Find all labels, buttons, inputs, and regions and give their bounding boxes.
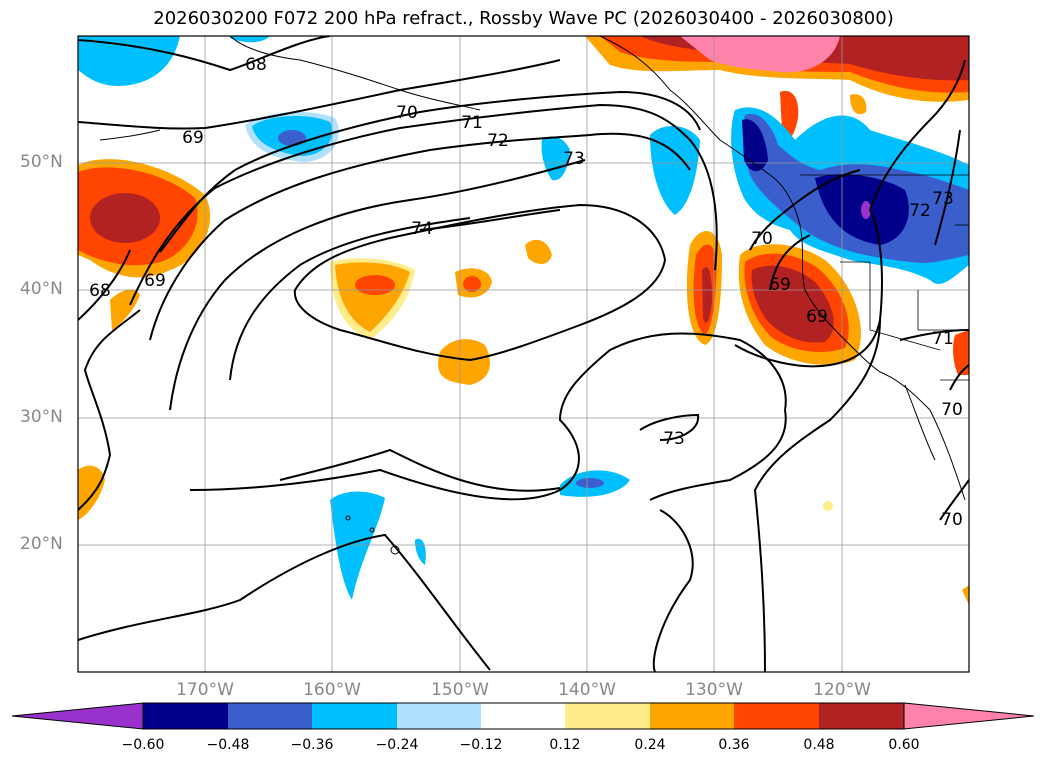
colorbar-tick: −0.36 [290,737,334,753]
map-panel: 68 69 70 71 72 73 74 73 69 68 69 70 69 7… [78,36,969,672]
contour-label: 68 [245,55,267,75]
contour-label: 74 [411,219,433,239]
lat-label: 50°N [20,152,63,172]
colorbar [11,702,1035,730]
colorbar-tick: 0.48 [803,737,835,753]
contour-label: 70 [396,103,418,123]
colorbar-tick: −0.12 [459,737,503,753]
contour-label: 73 [932,189,954,209]
colorbar-tick: −0.48 [206,737,250,753]
contour-label: 69 [144,271,166,291]
lon-label: 140°W [558,680,616,700]
contour-label: 69 [769,275,791,295]
colorbar-tick: −0.24 [375,737,419,753]
map-frame [77,35,970,673]
colorbar-tick: 0.12 [549,737,581,753]
gridlines [78,36,969,672]
lon-label: 120°W [813,680,871,700]
lat-label: 30°N [20,407,63,427]
map-title: 2026030200 F072 200 hPa refract., Rossby… [153,8,894,29]
lon-label: 150°W [431,680,489,700]
shading-layer [78,36,969,605]
contour-label: 68 [89,281,111,301]
contour-label: 70 [941,510,963,530]
lat-label: 20°N [20,534,63,554]
contour-lines [78,36,969,672]
colorbar-tick: 0.24 [634,737,666,753]
contour-labels: 68 69 70 71 72 73 74 73 69 68 69 70 69 7… [89,55,963,530]
contour-label: 73 [563,149,585,169]
lon-label: 130°W [685,680,743,700]
lat-label: 40°N [20,279,63,299]
coastlines [99,36,966,555]
colorbar-tick: −0.60 [121,737,165,753]
contour-label: 70 [751,229,773,249]
lon-label: 160°W [303,680,361,700]
contour-label: 70 [941,400,963,420]
contour-label: 71 [932,329,954,349]
colorbar-tick: 0.36 [718,737,750,753]
lon-label: 170°W [176,680,234,700]
contour-label: 71 [461,113,483,133]
contour-label: 69 [806,307,828,327]
colorbar-tick: 0.60 [888,737,920,753]
contour-label: 69 [182,128,204,148]
contour-label: 73 [663,429,685,449]
contour-label: 72 [487,131,509,151]
contour-label: 72 [909,201,931,221]
